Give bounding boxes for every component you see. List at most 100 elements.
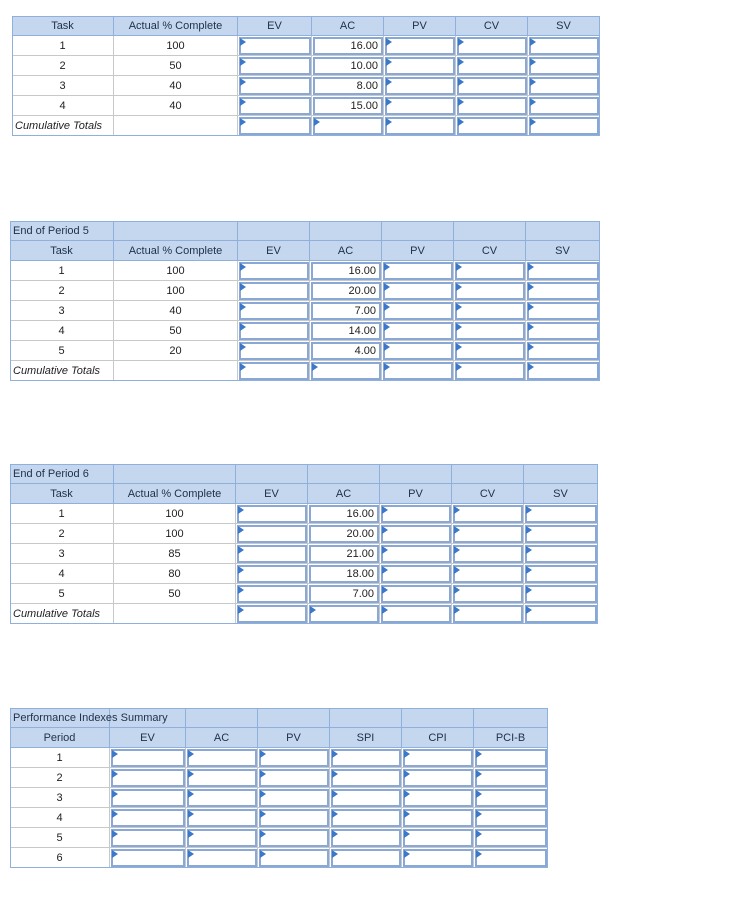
input-field[interactable] (457, 117, 527, 135)
input-field[interactable] (385, 97, 455, 115)
input-field[interactable] (527, 262, 599, 280)
input-field[interactable] (259, 789, 329, 807)
input-field[interactable] (525, 605, 597, 623)
input-field[interactable] (331, 809, 401, 827)
input-field[interactable] (111, 829, 185, 847)
input-field[interactable] (331, 749, 401, 767)
input-field[interactable] (111, 809, 185, 827)
input-field[interactable] (475, 829, 547, 847)
input-field[interactable] (457, 77, 527, 95)
input-field[interactable] (259, 809, 329, 827)
input-field[interactable] (475, 849, 547, 867)
input-field[interactable] (403, 769, 473, 787)
input-field[interactable] (403, 789, 473, 807)
input-field[interactable] (309, 605, 379, 623)
input-field[interactable] (259, 829, 329, 847)
input-field[interactable] (313, 117, 383, 135)
input-field[interactable] (453, 525, 523, 543)
input-field[interactable] (527, 322, 599, 340)
input-field[interactable] (475, 769, 547, 787)
input-field[interactable] (527, 342, 599, 360)
input-field[interactable] (383, 302, 453, 320)
input-field[interactable] (331, 789, 401, 807)
input-field[interactable] (111, 769, 185, 787)
input-field[interactable] (529, 57, 599, 75)
input-field[interactable] (525, 545, 597, 563)
input-field[interactable] (529, 117, 599, 135)
input-field[interactable] (239, 322, 309, 340)
input-field[interactable] (187, 809, 257, 827)
input-field[interactable] (475, 809, 547, 827)
input-field[interactable] (455, 282, 525, 300)
input-field[interactable] (331, 849, 401, 867)
input-field[interactable] (385, 57, 455, 75)
input-field[interactable] (239, 97, 311, 115)
input-field[interactable] (475, 789, 547, 807)
value-field[interactable]: 16.00 (313, 37, 383, 55)
input-field[interactable] (385, 117, 455, 135)
value-field[interactable]: 7.00 (311, 302, 381, 320)
input-field[interactable] (525, 585, 597, 603)
input-field[interactable] (529, 37, 599, 55)
input-field[interactable] (383, 282, 453, 300)
input-field[interactable] (455, 322, 525, 340)
input-field[interactable] (237, 585, 307, 603)
input-field[interactable] (457, 57, 527, 75)
value-field[interactable]: 16.00 (311, 262, 381, 280)
input-field[interactable] (525, 505, 597, 523)
input-field[interactable] (453, 565, 523, 583)
input-field[interactable] (331, 769, 401, 787)
input-field[interactable] (381, 565, 451, 583)
input-field[interactable] (187, 829, 257, 847)
input-field[interactable] (381, 605, 451, 623)
input-field[interactable] (403, 749, 473, 767)
input-field[interactable] (527, 302, 599, 320)
input-field[interactable] (383, 342, 453, 360)
input-field[interactable] (385, 37, 455, 55)
input-field[interactable] (259, 849, 329, 867)
input-field[interactable] (237, 545, 307, 563)
input-field[interactable] (383, 322, 453, 340)
input-field[interactable] (239, 117, 311, 135)
input-field[interactable] (457, 97, 527, 115)
input-field[interactable] (527, 362, 599, 380)
input-field[interactable] (453, 505, 523, 523)
input-field[interactable] (381, 585, 451, 603)
input-field[interactable] (455, 362, 525, 380)
value-field[interactable]: 20.00 (309, 525, 379, 543)
input-field[interactable] (529, 97, 599, 115)
input-field[interactable] (239, 342, 309, 360)
input-field[interactable] (453, 605, 523, 623)
input-field[interactable] (475, 749, 547, 767)
input-field[interactable] (311, 362, 381, 380)
input-field[interactable] (239, 282, 309, 300)
input-field[interactable] (453, 585, 523, 603)
value-field[interactable]: 21.00 (309, 545, 379, 563)
value-field[interactable]: 18.00 (309, 565, 379, 583)
input-field[interactable] (455, 262, 525, 280)
input-field[interactable] (529, 77, 599, 95)
input-field[interactable] (525, 525, 597, 543)
input-field[interactable] (187, 849, 257, 867)
input-field[interactable] (403, 829, 473, 847)
input-field[interactable] (381, 525, 451, 543)
input-field[interactable] (403, 849, 473, 867)
input-field[interactable] (187, 769, 257, 787)
input-field[interactable] (239, 77, 311, 95)
input-field[interactable] (237, 565, 307, 583)
input-field[interactable] (237, 525, 307, 543)
input-field[interactable] (383, 362, 453, 380)
input-field[interactable] (259, 769, 329, 787)
input-field[interactable] (331, 829, 401, 847)
input-field[interactable] (527, 282, 599, 300)
input-field[interactable] (381, 505, 451, 523)
input-field[interactable] (239, 57, 311, 75)
input-field[interactable] (111, 789, 185, 807)
input-field[interactable] (237, 605, 307, 623)
input-field[interactable] (453, 545, 523, 563)
input-field[interactable] (187, 749, 257, 767)
value-field[interactable]: 8.00 (313, 77, 383, 95)
input-field[interactable] (187, 789, 257, 807)
input-field[interactable] (111, 749, 185, 767)
input-field[interactable] (403, 809, 473, 827)
